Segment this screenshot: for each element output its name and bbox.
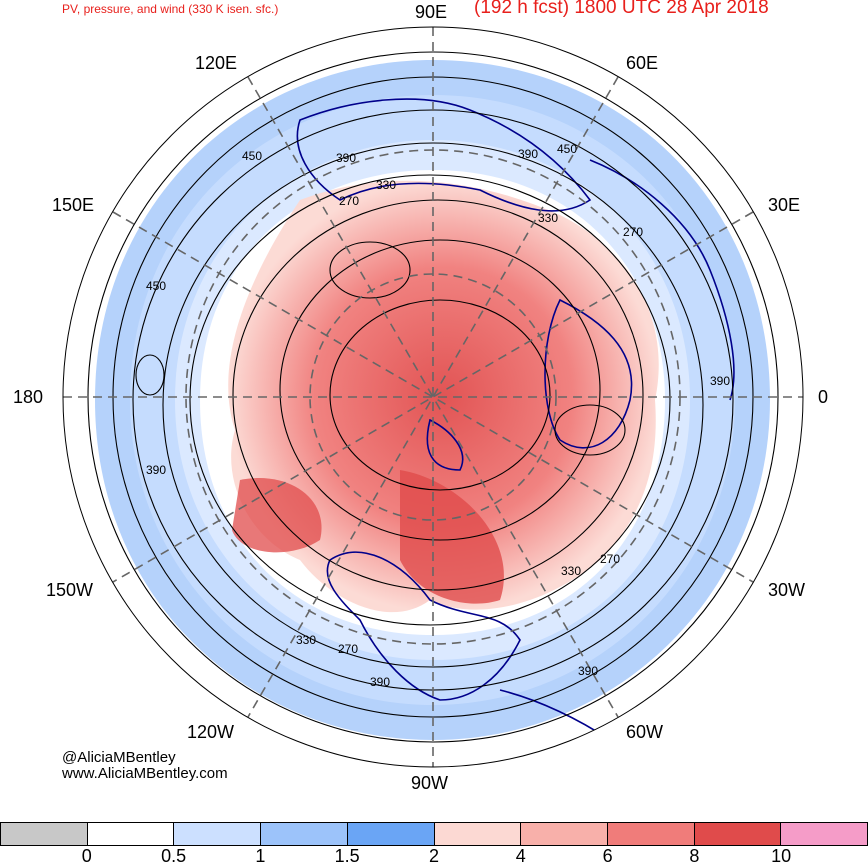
colorbar-segment	[780, 822, 868, 846]
contour-label: 330	[296, 633, 316, 647]
contour-labels: 450 390 330 270 390 450 330 270 450 390 …	[146, 142, 730, 689]
colorbar-segment	[86, 822, 174, 846]
colorbar-segment	[173, 822, 261, 846]
contour-label: 270	[623, 225, 643, 239]
colorbar-tick-label: 0	[81, 846, 92, 866]
polar-map: 450 390 330 270 390 450 330 270 450 390 …	[62, 26, 804, 768]
lon-label-120w: 120W	[187, 722, 235, 742]
lon-label-120e: 120E	[195, 53, 238, 73]
contour-label: 390	[518, 147, 538, 161]
contour-label: 390	[370, 675, 390, 689]
colorbar-segment	[606, 822, 694, 846]
graticule	[63, 27, 803, 767]
colorbar-segment	[346, 822, 434, 846]
pv-lobe-northamerica	[400, 470, 504, 604]
credit-handle: @AliciaMBentley	[62, 749, 176, 766]
contour-label: 450	[557, 142, 577, 156]
colorbar	[0, 822, 868, 846]
credit-website: www.AliciaMBentley.com	[62, 765, 228, 782]
colorbar-tick-label: 8	[689, 846, 700, 866]
contour-label: 330	[538, 211, 558, 225]
contour-label: 390	[146, 463, 166, 477]
coastlines	[296, 98, 735, 741]
colorbar-segment	[433, 822, 521, 846]
colorbar-tick-label: 6	[602, 846, 613, 866]
contour-label: 330	[376, 178, 396, 192]
colorbar-segment	[0, 822, 87, 846]
lon-label-90w: 90W	[411, 773, 449, 793]
colorbar-tick-label: 10	[771, 846, 792, 866]
lon-label-150e: 150E	[52, 195, 95, 215]
lon-label-60e: 60E	[626, 53, 659, 73]
lon-label-0: 0	[818, 387, 829, 407]
globe-outline	[62, 26, 804, 768]
lon-label-150w: 150W	[46, 580, 94, 600]
colorbar-tick-label: 1	[255, 846, 266, 866]
contour-label: 450	[146, 279, 166, 293]
contour-label: 270	[600, 552, 620, 566]
contour-label: 270	[339, 194, 359, 208]
contour-label: 450	[242, 149, 262, 163]
colorbar-segment	[520, 822, 607, 846]
contour-label: 390	[710, 374, 730, 388]
product-title: PV, pressure, and wind (330 K isen. sfc.…	[62, 2, 279, 16]
contour-label: 270	[338, 642, 358, 656]
colorbar-tick-label: 2	[428, 846, 440, 866]
contour-label: 330	[561, 564, 581, 578]
lon-label-180: 180	[13, 387, 44, 407]
contour-label: 390	[336, 151, 356, 165]
forecast-title: (192 h fcst) 1800 UTC 28 Apr 2018	[474, 0, 769, 18]
lon-label-30e: 30E	[768, 195, 801, 215]
credit: @AliciaMBentley www.AliciaMBentley.com	[62, 750, 228, 782]
contour-label: 390	[578, 664, 598, 678]
colorbar-tick-label: 1.5	[334, 846, 360, 866]
colorbar-tick-label: 0.5	[161, 846, 187, 866]
lon-label-90e: 90E	[415, 2, 448, 22]
colorbar-segment	[693, 822, 781, 846]
lon-label-60w: 60W	[626, 722, 664, 742]
colorbar-tick-label: 4	[515, 846, 526, 866]
lon-label-30w: 30W	[768, 580, 806, 600]
colorbar-segment	[260, 822, 347, 846]
